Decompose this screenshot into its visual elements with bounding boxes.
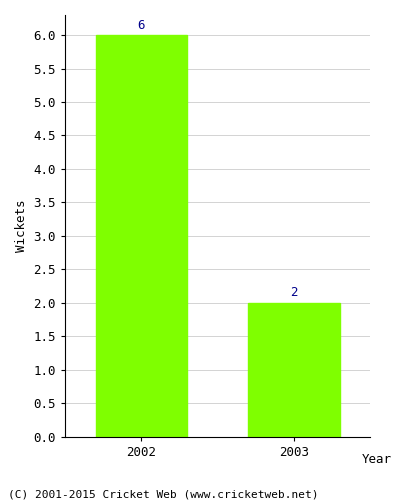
Bar <box>248 303 340 436</box>
Text: 6: 6 <box>138 18 145 32</box>
Bar <box>96 35 187 436</box>
Text: (C) 2001-2015 Cricket Web (www.cricketweb.net): (C) 2001-2015 Cricket Web (www.cricketwe… <box>8 490 318 500</box>
Text: 2: 2 <box>290 286 298 300</box>
Y-axis label: Wickets: Wickets <box>15 200 28 252</box>
X-axis label: Year: Year <box>362 454 392 466</box>
